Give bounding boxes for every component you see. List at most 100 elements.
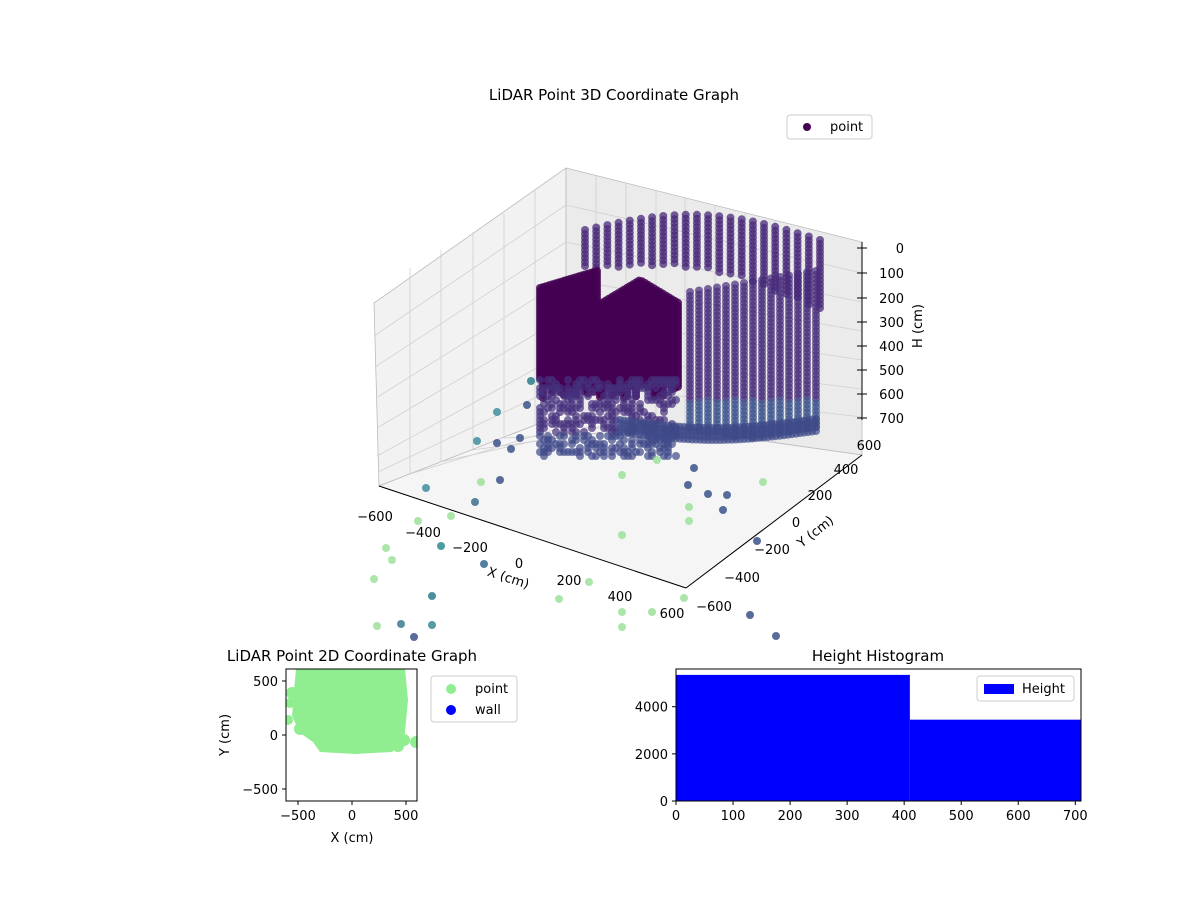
x-tick-label: 600 [660, 607, 685, 622]
point-marker [618, 608, 626, 616]
point-marker [625, 260, 634, 269]
point-marker [548, 404, 556, 412]
point-marker [560, 440, 568, 448]
histogram-title: Height Histogram [812, 647, 944, 665]
x-tick-label: 500 [949, 809, 974, 824]
point-marker [388, 556, 396, 564]
point-marker [560, 432, 568, 440]
point-marker [715, 268, 724, 277]
y-tick-label: 0 [270, 729, 278, 744]
x-tick-label: −600 [357, 510, 393, 525]
legend-label: point [830, 120, 863, 135]
x-tick-label: 300 [835, 809, 860, 824]
axes-hist-frame [675, 668, 1082, 802]
y-tick-label: 4000 [635, 701, 668, 716]
y-tick-label: −500 [242, 783, 278, 798]
x-tick-label: −400 [405, 526, 441, 541]
point-marker [670, 259, 679, 268]
point-marker [410, 633, 418, 641]
legend-label: Height [1022, 682, 1065, 697]
z-tick-label: 100 [879, 267, 904, 282]
point-marker [746, 611, 754, 619]
point-marker [596, 384, 604, 392]
point-marker [286, 687, 298, 699]
point-marker [581, 262, 589, 270]
point-marker [668, 440, 676, 448]
y-tick-label: −200 [754, 543, 790, 558]
point-marker [382, 544, 390, 552]
chart-histogram: Height Histogram 0 100 200 300 400 500 6… [635, 647, 1088, 824]
x-tick-label: −200 [452, 541, 488, 556]
point-marker [614, 262, 623, 271]
point-marker [653, 456, 661, 464]
x-tick-labels: −600 −400 −200 0 200 400 600 [357, 510, 684, 622]
point-marker [759, 478, 767, 486]
y-tick-label: 2000 [635, 748, 668, 763]
z-tick-label: 300 [879, 316, 904, 331]
point-marker [618, 531, 626, 539]
chart-3d: LiDAR Point 3D Coordinate Graph [357, 86, 926, 641]
point-marker [496, 476, 504, 484]
point-marker [447, 512, 455, 520]
z-tick-label: 700 [879, 412, 904, 427]
chart-3d-legend: point [786, 114, 873, 140]
point-marker [471, 498, 479, 506]
point-marker [493, 439, 501, 447]
chart-3d-title: LiDAR Point 3D Coordinate Graph [489, 86, 739, 104]
x-axis-label-2d: X (cm) [331, 831, 374, 846]
y-tick-label: −600 [696, 600, 732, 615]
point-marker [704, 490, 712, 498]
point-marker [555, 595, 563, 603]
point-marker [772, 632, 780, 640]
x-tick-labels-hist: 0 100 200 300 400 500 600 700 [672, 809, 1088, 824]
point-marker [564, 376, 572, 384]
point-marker [294, 723, 306, 735]
point-marker [576, 452, 584, 460]
point-marker [648, 261, 657, 270]
y-axis-label: Y (cm) [794, 513, 837, 551]
histogram-bar-1 [909, 719, 1081, 801]
point-marker [588, 424, 596, 432]
x-tick-label: 200 [778, 809, 803, 824]
point-marker [723, 491, 731, 499]
point-blob [292, 669, 408, 754]
point-marker [620, 436, 628, 444]
point-cloud [370, 210, 824, 641]
point-marker [428, 592, 436, 600]
x-tick-label: 0 [672, 809, 680, 824]
legend-marker-wall [446, 705, 456, 715]
x-tick-label: 700 [1063, 809, 1088, 824]
point-marker [286, 715, 293, 725]
point-marker [410, 736, 417, 748]
y-tick-label: −400 [724, 571, 760, 586]
point-marker [632, 392, 640, 400]
legend-label: point [475, 682, 508, 697]
point-marker [507, 445, 515, 453]
chart-2d-title: LiDAR Point 2D Coordinate Graph [227, 647, 477, 665]
point-marker [636, 448, 644, 456]
point-marker [422, 484, 430, 492]
point-marker [428, 621, 436, 629]
z-tick-label: 600 [879, 388, 904, 403]
y-tick-label: 200 [808, 489, 833, 504]
point-marker [473, 437, 481, 445]
point-marker [603, 261, 612, 270]
point-marker [684, 481, 692, 489]
histogram-legend: Height [976, 675, 1075, 702]
chart-2d: LiDAR Point 2D Coordinate Graph −500 0 5… [218, 647, 518, 846]
z-tick-label: 500 [879, 364, 904, 379]
x-tick-label: 100 [721, 809, 746, 824]
point-marker [397, 620, 405, 628]
point-marker [660, 408, 668, 416]
point-marker [527, 377, 535, 385]
point-marker [493, 408, 501, 416]
z-tick-label: 200 [879, 292, 904, 307]
x-tick-label: 500 [394, 809, 419, 824]
y-tick-label: 0 [660, 795, 668, 810]
y-tick-labels-hist: 0 2000 4000 [635, 701, 668, 810]
y-tick-label: 400 [834, 463, 859, 478]
x-tick-label: 0 [348, 809, 356, 824]
point-marker [608, 452, 616, 460]
chart-2d-legend: point wall [430, 675, 518, 723]
point-marker [692, 262, 701, 271]
